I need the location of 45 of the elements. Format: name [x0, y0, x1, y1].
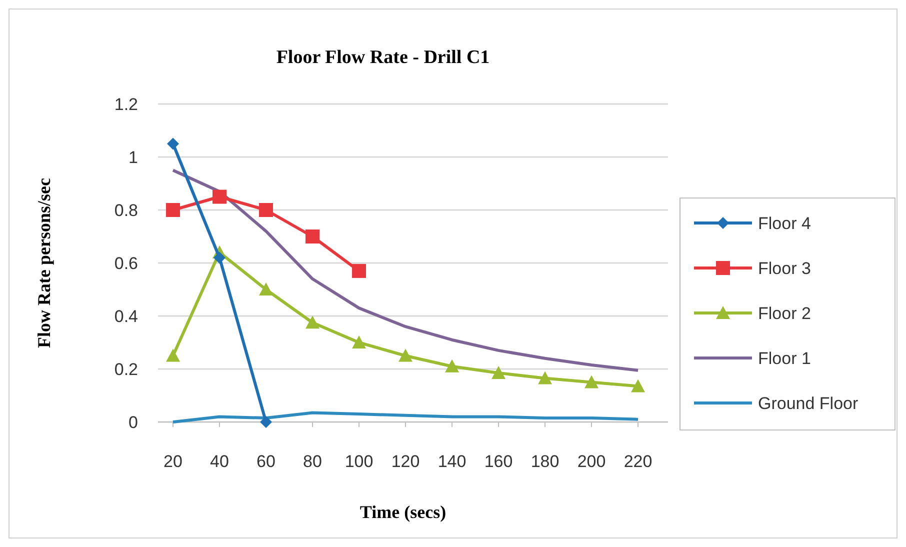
y-tick-label: 0.2 — [114, 360, 138, 379]
legend-label: Ground Floor — [758, 394, 858, 413]
point — [352, 336, 366, 348]
point — [538, 371, 552, 384]
point — [259, 282, 273, 296]
point — [631, 379, 645, 392]
y-tick-label: 1 — [128, 148, 138, 167]
x-tick-label: 20 — [164, 452, 182, 471]
x-tick-label: 40 — [210, 452, 229, 471]
point — [445, 359, 459, 372]
y-tick-label: 0.8 — [114, 201, 138, 220]
y-tick-label: 1.2 — [114, 95, 138, 114]
point — [260, 416, 272, 428]
point — [166, 348, 180, 362]
point — [166, 203, 180, 217]
point — [259, 203, 273, 217]
point — [352, 264, 366, 278]
point — [584, 375, 598, 388]
legend-label: Floor 4 — [758, 214, 811, 233]
legend-label: Floor 3 — [758, 259, 811, 278]
x-tick-label: 100 — [344, 452, 374, 471]
x-tick-label: 80 — [303, 452, 322, 471]
x-tick-label: 220 — [624, 452, 652, 471]
y-tick-label: 0.6 — [114, 254, 138, 273]
point — [306, 230, 320, 244]
point — [306, 316, 320, 329]
point — [212, 190, 226, 204]
x-tick-label: 140 — [438, 452, 466, 471]
chart-title: Floor Flow Rate - Drill C1 — [276, 47, 490, 68]
point — [398, 348, 412, 362]
y-tick-label: 0 — [128, 413, 138, 432]
y-axis-title: Flow Rate persons/sec — [34, 178, 54, 348]
x-tick-label: 180 — [530, 452, 560, 471]
point — [214, 252, 226, 264]
x-axis-title: Time (secs) — [360, 502, 446, 522]
line-series — [172, 168, 640, 372]
point — [167, 138, 179, 150]
legend-label: Floor 1 — [758, 349, 811, 368]
point — [492, 366, 506, 379]
x-tick-label: 60 — [256, 452, 276, 471]
x-tick-label: 200 — [577, 452, 606, 471]
legend-label: Floor 2 — [758, 304, 811, 323]
x-tick-label: 120 — [391, 452, 420, 471]
x-tick-label: 160 — [484, 452, 513, 471]
y-tick-label: 0.4 — [114, 307, 138, 326]
